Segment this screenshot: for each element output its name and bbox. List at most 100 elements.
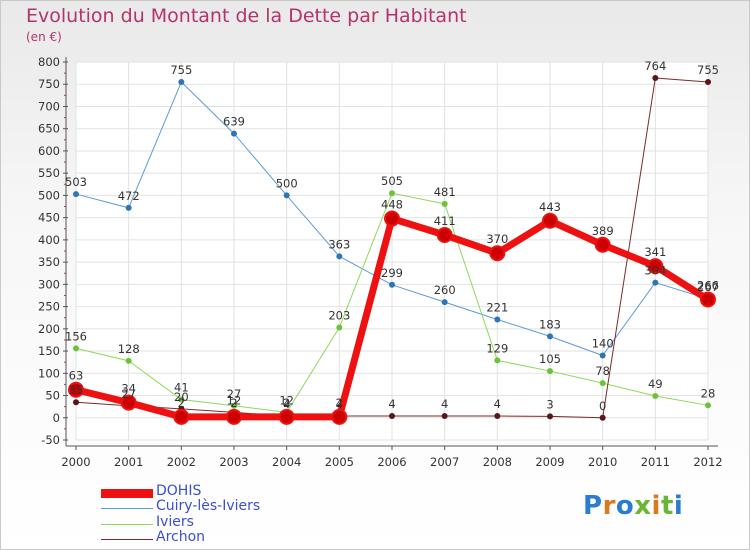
data-label-iviers: 28	[701, 386, 716, 400]
brand-letter: i	[651, 491, 661, 521]
data-point-cuiry	[178, 79, 185, 86]
data-label-iviers: 128	[118, 342, 140, 356]
data-label-iviers: 129	[486, 341, 508, 355]
chart-title: Evolution du Montant de la Dette par Hab…	[26, 5, 467, 27]
data-point-iviers	[178, 396, 185, 403]
data-label-archon: 4	[388, 397, 395, 411]
data-point-archon	[73, 399, 79, 406]
data-point-cuiry	[73, 191, 79, 198]
data-point-dohis	[120, 394, 137, 411]
y-tick-label: 600	[38, 144, 60, 158]
data-point-iviers	[73, 345, 79, 352]
data-label-dohis: 63	[69, 369, 84, 383]
data-point-archon	[441, 412, 448, 419]
data-point-dohis	[594, 236, 611, 253]
data-label-iviers: 481	[434, 185, 456, 199]
y-tick-label: 150	[38, 344, 60, 358]
data-label-dohis: 2	[230, 396, 237, 410]
x-tick-label: 2007	[430, 455, 459, 469]
y-tick-label: 400	[38, 233, 60, 247]
x-tick-label: 2011	[641, 455, 670, 469]
legend-swatch-dohis	[101, 489, 153, 498]
data-point-dohis	[436, 226, 453, 243]
data-point-cuiry	[283, 192, 290, 199]
x-tick-label: 2001	[114, 455, 143, 469]
y-tick-label: 250	[38, 300, 60, 314]
data-label-iviers: 78	[595, 364, 610, 378]
data-label-cuiry: 639	[223, 115, 245, 129]
data-point-cuiry	[389, 281, 395, 288]
data-label-archon: 20	[174, 390, 189, 404]
brand-logo: Proxiti	[583, 491, 683, 521]
data-label-archon: 4	[494, 397, 501, 411]
data-point-dohis	[278, 408, 295, 425]
x-tick-label: 2012	[693, 455, 722, 469]
data-label-dohis: 2	[283, 396, 290, 410]
data-label-cuiry: 299	[381, 266, 403, 280]
data-label-archon: 0	[599, 399, 606, 413]
x-tick-label: 2003	[219, 455, 248, 469]
data-label-dohis: 443	[539, 200, 561, 214]
data-point-iviers	[705, 402, 711, 409]
data-label-iviers: 105	[539, 352, 561, 366]
data-point-dohis	[173, 408, 190, 425]
y-tick-label: 0	[53, 411, 60, 425]
x-tick-label: 2004	[272, 455, 301, 469]
data-label-iviers: 49	[648, 377, 663, 391]
data-label-archon: 4	[441, 397, 448, 411]
data-label-cuiry: 140	[592, 337, 614, 351]
data-point-iviers	[125, 357, 132, 364]
x-tick-label: 2010	[588, 455, 617, 469]
data-point-archon	[652, 75, 659, 82]
data-label-archon: 4	[283, 397, 290, 411]
y-tick-label: 200	[38, 322, 60, 336]
data-point-cuiry	[125, 204, 132, 211]
data-label-dohis: 266	[697, 278, 719, 292]
data-label-iviers: 505	[381, 174, 403, 188]
data-point-iviers	[494, 357, 501, 364]
data-point-iviers	[336, 324, 343, 331]
data-point-dohis	[700, 291, 716, 308]
legend-swatch-cuiry	[101, 508, 153, 509]
brand-letter: P	[583, 491, 603, 521]
data-label-archon: 4	[336, 397, 343, 411]
y-tick-label: -50	[41, 433, 60, 447]
data-point-cuiry	[336, 253, 343, 260]
data-point-archon	[705, 79, 711, 86]
data-label-cuiry: 500	[276, 176, 298, 190]
data-label-archon: 12	[227, 393, 242, 407]
data-label-iviers: 41	[174, 381, 189, 395]
data-label-dohis: 34	[121, 382, 136, 396]
y-tick-label: 450	[38, 211, 60, 225]
y-tick-label: 300	[38, 277, 60, 291]
data-point-iviers	[441, 200, 448, 207]
data-point-cuiry	[494, 316, 501, 323]
data-label-cuiry: 472	[118, 189, 140, 203]
legend-label-iviers: Iviers	[156, 514, 194, 530]
x-tick-label: 2006	[377, 455, 406, 469]
data-point-dohis	[331, 408, 348, 425]
data-point-dohis	[542, 212, 558, 229]
data-label-cuiry: 503	[65, 175, 87, 189]
data-label-iviers: 156	[65, 329, 87, 343]
legend-swatch-iviers	[101, 524, 153, 525]
data-label-dohis: 448	[381, 198, 403, 212]
chart-unit-label: (en €)	[26, 30, 62, 44]
y-tick-label: 50	[45, 389, 60, 403]
data-label-dohis: 341	[644, 245, 666, 259]
legend-swatch-archon	[101, 539, 153, 540]
data-label-cuiry: 221	[486, 300, 508, 314]
data-point-cuiry	[441, 299, 448, 306]
x-tick-label: 2009	[535, 455, 564, 469]
data-point-dohis	[226, 408, 242, 425]
data-point-archon	[494, 412, 501, 419]
data-label-archon: 3	[546, 397, 553, 411]
data-label-iviers: 12	[279, 393, 294, 407]
y-tick-label: 350	[38, 255, 60, 269]
data-label-cuiry: 183	[539, 317, 561, 331]
brand-letter: x	[634, 491, 652, 521]
data-label-cuiry: 755	[170, 63, 192, 77]
legend-label-cuiry: Cuiry-lès-Iviers	[156, 498, 261, 514]
brand-letter: r	[602, 491, 616, 521]
